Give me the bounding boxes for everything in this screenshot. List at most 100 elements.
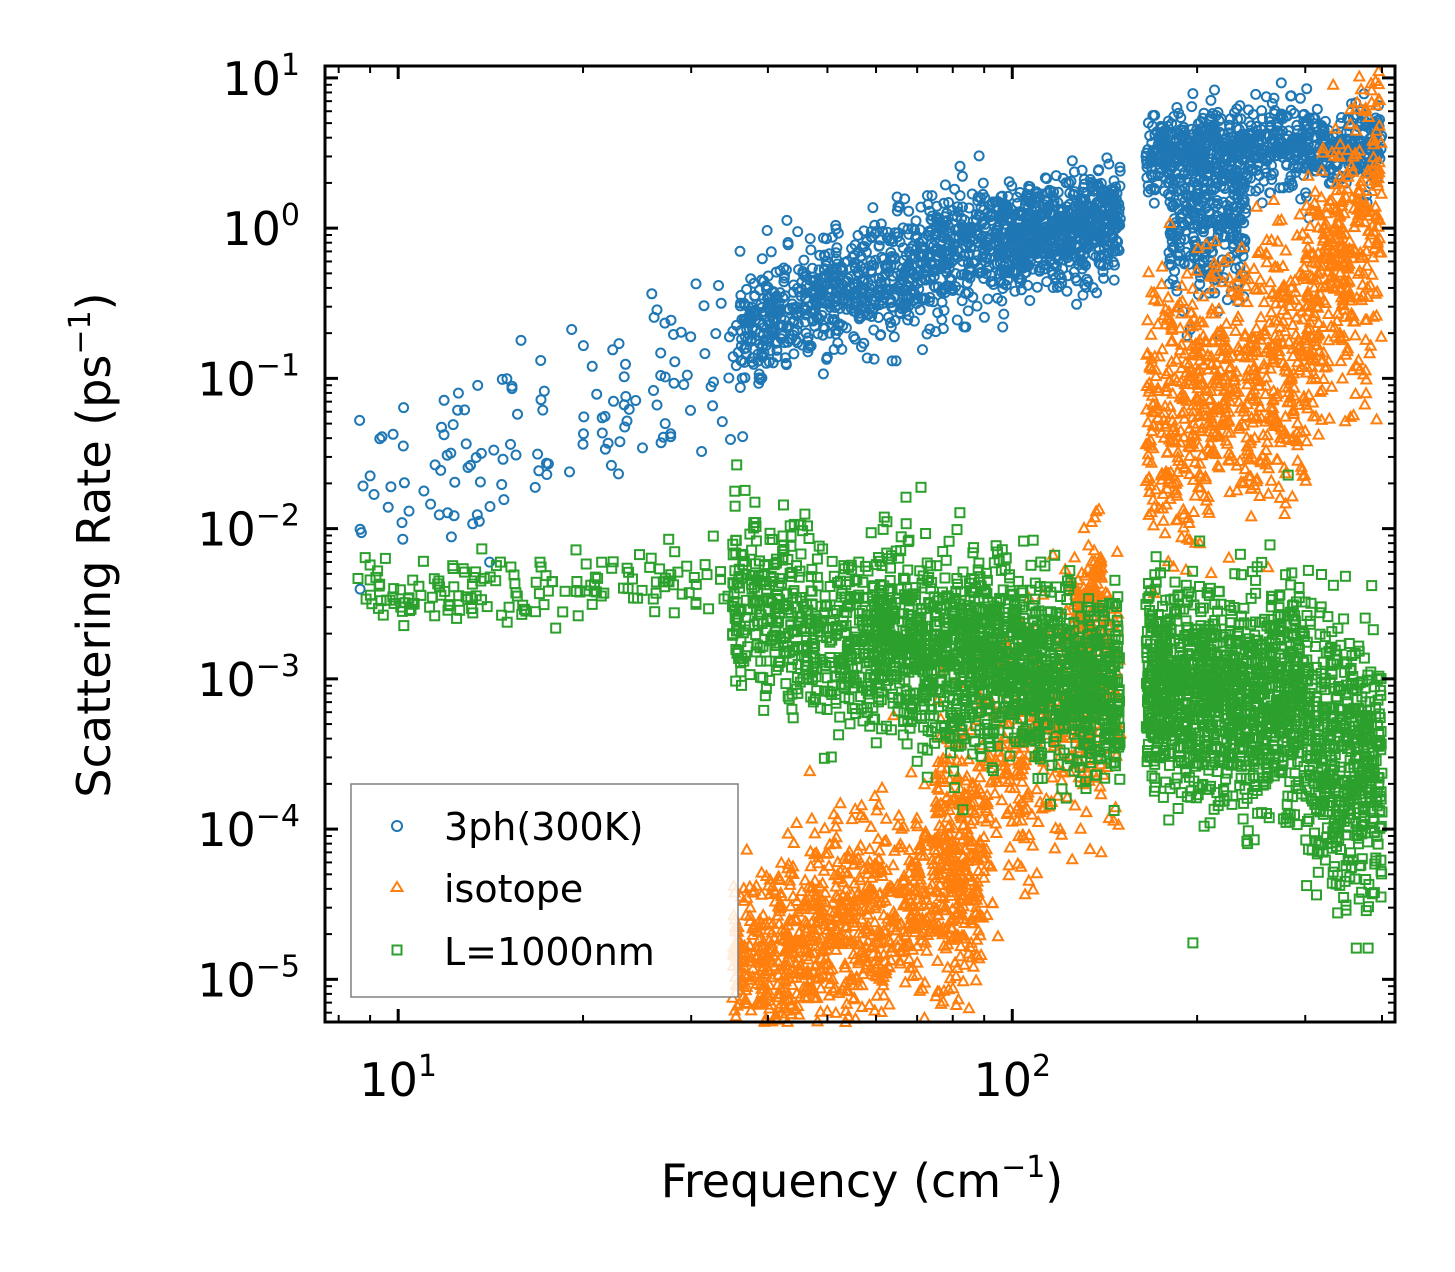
data-point-circle (1209, 84, 1220, 96)
data-point-circle (1295, 193, 1307, 205)
data-point-circle (418, 485, 430, 497)
data-point-circle (945, 257, 957, 268)
data-point-circle (1114, 161, 1126, 173)
data-point-circle (967, 291, 979, 303)
data-point-circle (972, 191, 984, 203)
data-point-triangle (870, 988, 884, 1001)
data-point-circle (1068, 166, 1080, 178)
data-point-circle (957, 255, 969, 267)
data-point-circle (780, 357, 792, 369)
data-point-triangle (989, 825, 1004, 838)
data-point-circle (830, 253, 842, 265)
data-point-circle (648, 385, 659, 396)
data-point-circle (738, 356, 750, 368)
data-point-circle (832, 281, 844, 293)
data-point-circle (768, 286, 779, 298)
data-point-circle (497, 453, 509, 465)
data-point-circle (928, 270, 940, 282)
data-point-circle (668, 377, 680, 389)
data-point-circle (888, 331, 900, 343)
data-point-circle (577, 438, 589, 450)
data-point-circle (932, 307, 944, 319)
data-point-triangle (804, 859, 818, 872)
data-point-circle (657, 431, 669, 443)
data-point-circle (716, 416, 728, 428)
data-point-circle (435, 464, 447, 476)
data-point-circle (1043, 184, 1055, 196)
data-point-circle (618, 371, 630, 383)
data-point-circle (775, 303, 786, 315)
data-point-triangle (805, 811, 819, 824)
data-point-circle (1076, 164, 1088, 176)
data-point-circle (501, 373, 513, 385)
data-point-circle (900, 305, 912, 317)
data-point-circle (452, 387, 464, 399)
data-point-circle (832, 325, 844, 337)
data-point-circle (1171, 102, 1183, 113)
data-point-circle (800, 271, 812, 283)
data-point-circle (799, 287, 811, 299)
data-point-circle (842, 255, 853, 267)
data-point-circle (1108, 274, 1120, 286)
data-point-circle (832, 227, 844, 239)
data-point-triangle (829, 1005, 843, 1018)
data-point-triangle (803, 844, 818, 857)
data-point-circle (962, 305, 974, 317)
data-point-circle (855, 295, 867, 307)
data-point-circle (885, 254, 896, 266)
data-point-circle (473, 515, 485, 527)
data-point-circle (498, 494, 510, 506)
data-point-circle (398, 477, 410, 489)
data-point-circle (1294, 92, 1306, 104)
data-point-circle (750, 308, 762, 320)
data-point-circle (887, 270, 899, 282)
data-point-circle (724, 331, 735, 343)
data-point-circle (824, 296, 836, 308)
data-point-triangle (1264, 473, 1278, 486)
data-point-circle (929, 281, 941, 293)
data-point-circle (472, 379, 484, 391)
data-point-circle (902, 223, 914, 235)
data-point-circle (382, 501, 394, 513)
data-point-triangle (1279, 243, 1293, 256)
data-point-circle (471, 509, 483, 521)
data-point-circle (1186, 101, 1198, 113)
data-point-circle (828, 344, 840, 355)
data-point-circle (442, 507, 454, 519)
data-point-triangle (953, 949, 968, 962)
data-point-circle (1301, 83, 1313, 95)
data-point-triangle (917, 1010, 932, 1023)
data-point-circle (578, 428, 589, 440)
data-point-circle (791, 324, 803, 336)
data-point-circle (459, 404, 471, 416)
data-point-circle (797, 268, 809, 280)
data-point-circle (532, 448, 544, 460)
data-point-circle (591, 388, 603, 400)
data-point-triangle (930, 953, 945, 966)
data-point-circle (821, 351, 833, 363)
data-point-circle (1031, 281, 1043, 293)
data-point-triangle (827, 807, 841, 820)
data-point-circle (438, 394, 450, 406)
data-point-circle (977, 177, 989, 189)
data-point-triangle (1285, 489, 1299, 502)
data-point-circle (707, 400, 719, 412)
data-point-triangle (1026, 882, 1040, 895)
data-point-circle (877, 226, 889, 237)
data-point-triangle (822, 858, 836, 871)
data-point-circle (861, 352, 873, 364)
data-point-circle (713, 280, 724, 291)
data-point-triangle (904, 765, 918, 778)
data-point-circle (940, 283, 951, 295)
data-point-circle (1057, 263, 1069, 275)
data-point-circle (924, 247, 936, 259)
data-point-triangle (1055, 827, 1069, 840)
data-point-triangle (754, 865, 769, 878)
data-point-circle (803, 340, 815, 351)
data-point-circle (621, 415, 633, 427)
data-point-circle (871, 225, 883, 237)
data-point-circle (665, 431, 677, 443)
data-point-circle (892, 231, 904, 243)
data-point-circle (1275, 77, 1287, 89)
data-point-triangle (841, 1009, 855, 1022)
